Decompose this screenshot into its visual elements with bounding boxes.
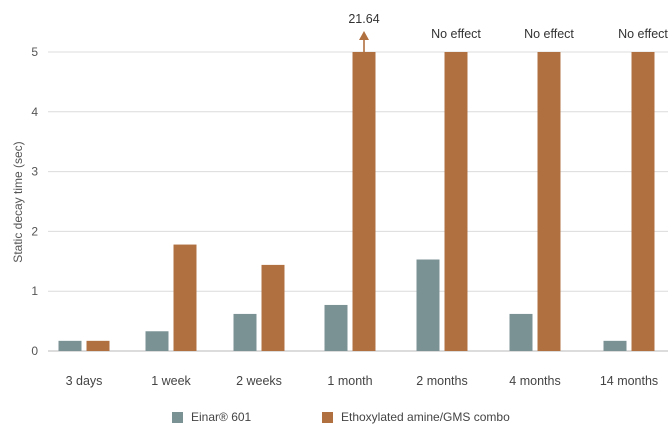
bar-series-1 xyxy=(509,313,533,351)
bar-series-2 xyxy=(352,52,376,351)
x-category-label: 4 months xyxy=(509,374,560,388)
y-tick-label: 0 xyxy=(31,344,38,358)
bar-series-1 xyxy=(58,340,82,351)
legend-swatch-series-2 xyxy=(322,411,333,423)
bar-series-2 xyxy=(631,52,655,351)
legend-label-series-2: Ethoxylated amine/GMS combo xyxy=(341,410,510,424)
x-category-label: 2 months xyxy=(416,374,467,388)
legend-item-series-2: Ethoxylated amine/GMS combo xyxy=(322,410,510,424)
bars xyxy=(58,52,655,351)
y-tick-label: 3 xyxy=(31,165,38,179)
y-axis-label: Static decay time (sec) xyxy=(11,141,25,262)
y-tick-label: 4 xyxy=(31,105,38,119)
bar-series-1 xyxy=(145,331,169,351)
bar-series-2 xyxy=(537,52,561,351)
x-category-label: 3 days xyxy=(66,374,103,388)
legend-swatch-series-1 xyxy=(172,411,183,423)
y-tick-label: 2 xyxy=(31,224,38,238)
bar-series-2 xyxy=(261,264,285,351)
bar-series-2 xyxy=(86,340,110,351)
x-category-label: 2 weeks xyxy=(236,374,282,388)
bar-series-1 xyxy=(324,304,348,351)
legend: Einar® 601 Ethoxylated amine/GMS combo xyxy=(0,410,668,426)
legend-label-series-1: Einar® 601 xyxy=(191,410,252,424)
bar-series-2 xyxy=(444,52,468,351)
annotation-label: No effect xyxy=(618,27,668,41)
y-axis-ticks: 0 1 2 3 4 5 xyxy=(31,45,38,358)
annotation-label: 21.64 xyxy=(348,12,379,26)
legend-item-series-1: Einar® 601 xyxy=(172,410,251,424)
bar-series-1 xyxy=(416,259,440,351)
bar-series-1 xyxy=(233,313,257,351)
x-category-label: 1 month xyxy=(327,374,372,388)
x-axis-categories: 3 days 1 week 2 weeks 1 month 2 months 4 mont… xyxy=(66,374,659,388)
bar-series-2 xyxy=(173,244,197,351)
annotations: 21.64 No effect No effect No effect xyxy=(348,12,668,52)
x-category-label: 14 months xyxy=(600,374,658,388)
y-tick-label: 5 xyxy=(31,45,38,59)
y-tick-label: 1 xyxy=(31,284,38,298)
bar-series-1 xyxy=(603,340,627,351)
annotation-label: No effect xyxy=(431,27,481,41)
annotation-label: No effect xyxy=(524,27,574,41)
x-category-label: 1 week xyxy=(151,374,191,388)
overflow-arrow-head xyxy=(359,31,369,40)
